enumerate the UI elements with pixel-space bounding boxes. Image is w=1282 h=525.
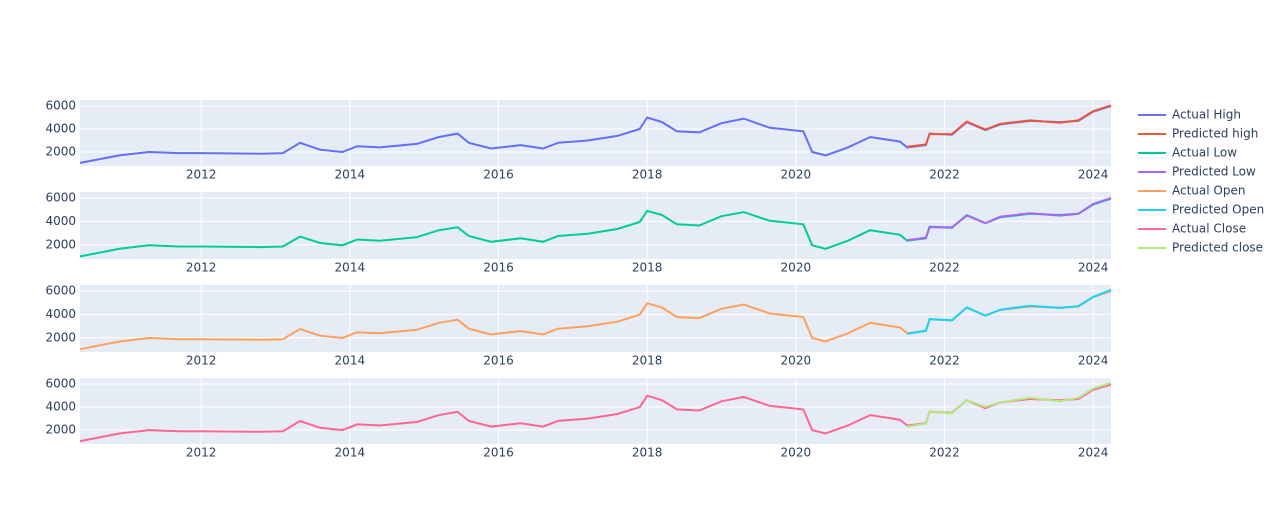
x-tick-label: 2016 — [483, 168, 514, 182]
y-tick-label: 2000 — [45, 237, 76, 251]
legend-label: Predicted Low — [1172, 165, 1256, 179]
x-tick-label: 2014 — [335, 446, 366, 460]
x-tick-label: 2012 — [186, 168, 217, 182]
legend-label: Predicted high — [1172, 127, 1258, 141]
x-tick-label: 2018 — [632, 354, 663, 368]
x-tick-label: 2024 — [1078, 261, 1109, 275]
x-tick-label: 2020 — [781, 168, 812, 182]
x-tick-label: 2016 — [483, 261, 514, 275]
y-tick-label: 6000 — [45, 191, 76, 205]
plot-background — [80, 378, 1111, 444]
x-tick-label: 2022 — [929, 354, 960, 368]
plot-background — [80, 192, 1111, 259]
x-tick-label: 2020 — [781, 354, 812, 368]
plot-background — [80, 100, 1111, 166]
x-tick-label: 2018 — [632, 168, 663, 182]
y-tick-label: 4000 — [45, 121, 76, 135]
legend-label: Predicted close — [1172, 241, 1263, 255]
x-tick-label: 2016 — [483, 354, 514, 368]
x-tick-label: 2016 — [483, 446, 514, 460]
y-tick-label: 2000 — [45, 330, 76, 344]
x-tick-label: 2022 — [929, 261, 960, 275]
y-tick-label: 6000 — [45, 284, 76, 298]
x-tick-label: 2012 — [186, 354, 217, 368]
series-line — [907, 288, 1112, 335]
x-tick-label: 2024 — [1078, 446, 1109, 460]
x-tick-label: 2018 — [632, 261, 663, 275]
legend-label: Actual Close — [1172, 222, 1246, 236]
y-tick-label: 2000 — [45, 144, 76, 158]
x-tick-label: 2012 — [186, 446, 217, 460]
x-tick-label: 2020 — [781, 261, 812, 275]
x-tick-label: 2012 — [186, 261, 217, 275]
legend-label: Actual Open — [1172, 184, 1245, 198]
x-tick-label: 2022 — [929, 168, 960, 182]
legend-label: Actual High — [1172, 108, 1241, 122]
y-tick-label: 4000 — [45, 307, 76, 321]
plot-background — [80, 285, 1111, 352]
x-tick-label: 2022 — [929, 446, 960, 460]
y-tick-label: 4000 — [45, 214, 76, 228]
x-tick-label: 2020 — [781, 446, 812, 460]
x-tick-label: 2018 — [632, 446, 663, 460]
x-tick-label: 2024 — [1078, 168, 1109, 182]
series-line — [907, 381, 1112, 428]
y-tick-label: 6000 — [45, 376, 76, 390]
series-line — [907, 197, 1112, 242]
y-tick-label: 6000 — [45, 98, 76, 112]
legend-label: Predicted Open — [1172, 203, 1264, 217]
x-tick-label: 2014 — [335, 168, 366, 182]
x-tick-label: 2014 — [335, 354, 366, 368]
y-tick-label: 4000 — [45, 399, 76, 413]
x-tick-label: 2014 — [335, 261, 366, 275]
series-line — [907, 104, 1112, 148]
x-tick-label: 2024 — [1078, 354, 1109, 368]
y-tick-label: 2000 — [45, 422, 76, 436]
legend-label: Actual Low — [1172, 146, 1237, 160]
